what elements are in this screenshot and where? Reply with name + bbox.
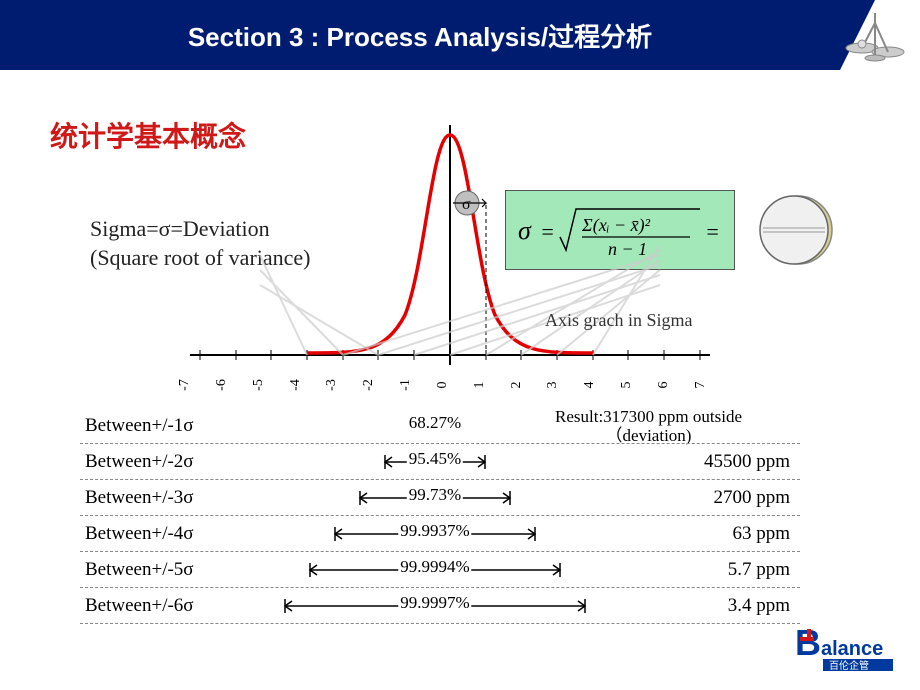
x-tick: 2 [509, 378, 539, 392]
sigma-row-pct: 99.73% [407, 485, 463, 505]
balance-logo: B alance 百伦企管 [795, 625, 905, 678]
sigma-row-label: Between+/-4σ [80, 523, 260, 545]
x-tick: 3 [545, 378, 575, 392]
axis-caption: Axis grach in Sigma [545, 310, 692, 331]
header-bar: Section 3 : Process Analysis/过程分析 [0, 0, 840, 70]
scales-icon [840, 8, 910, 68]
sigma-arrow-zone: 99.9937% [260, 524, 610, 544]
sigma-row-pct: 99.9994% [398, 557, 471, 577]
svg-text:alance: alance [821, 638, 883, 660]
sigma-row-label: Between+/-1σ [80, 415, 260, 437]
x-tick: 1 [472, 378, 502, 392]
header-title: Section 3 : Process Analysis/过程分析 [188, 17, 652, 54]
x-tick: 0 [435, 378, 465, 392]
sigma-row-label: Between+/-6σ [80, 595, 260, 617]
sigma-arrow-zone: 68.27% [260, 416, 610, 436]
sigma-row: Between+/-4σ 99.9937% 63 ppm [80, 516, 800, 552]
sigma-row-label: Between+/-5σ [80, 559, 260, 581]
x-tick: -4 [288, 378, 318, 392]
svg-text:百伦企管: 百伦企管 [829, 659, 869, 672]
sigma-arrow-zone: 95.45% [260, 452, 610, 472]
sigma-row-pct: 99.9997% [398, 593, 471, 613]
sigma-arrow-zone: 99.9994% [260, 560, 610, 580]
x-tick: -1 [398, 378, 428, 392]
sigma-row-pct: 68.27% [407, 413, 463, 433]
sigma-row-label: Between+/-2σ [80, 451, 260, 473]
sigma-arrow-zone: 99.73% [260, 488, 610, 508]
sigma-row: Between+/-2σ 95.45% 45500 ppm [80, 444, 800, 480]
sigma-row-label: Between+/-3σ [80, 487, 260, 509]
sigma-row: Between+/-6σ 99.9997% 3.4 ppm [80, 588, 800, 624]
x-tick: -2 [361, 378, 391, 392]
x-tick: 6 [656, 378, 686, 392]
normal-curve: σ [170, 105, 730, 395]
x-tick: 4 [582, 378, 612, 392]
x-tick-labels: -7 -6 -5 -4 -3 -2 -1 0 1 2 3 4 5 6 7 [185, 370, 715, 400]
sigma-row: Between+/-5σ 99.9994% 5.7 ppm [80, 552, 800, 588]
sigma-row-ppm: 3.4 ppm [610, 595, 800, 617]
x-tick: -3 [324, 378, 354, 392]
sigma-row-ppm: 5.7 ppm [610, 559, 800, 581]
x-tick: -7 [177, 378, 207, 392]
coin-icon [755, 190, 835, 275]
sigma-row: Between+/-3σ 99.73% 2700 ppm [80, 480, 800, 516]
sigma-table: Between+/-1σ 68.27% Between+/-2σ 95.45% 4550… [80, 408, 800, 624]
sigma-row-ppm: 2700 ppm [610, 487, 800, 509]
svg-text:σ: σ [462, 196, 471, 213]
x-tick: -6 [214, 378, 244, 392]
sigma-row-pct: 95.45% [407, 449, 463, 469]
x-tick: 7 [693, 378, 723, 392]
ray-lines [260, 245, 660, 355]
sigma-row-ppm: 63 ppm [610, 523, 800, 545]
sigma-arrow-zone: 99.9997% [260, 596, 610, 616]
sigma-row-pct: 99.9937% [398, 521, 471, 541]
sigma-row-ppm: 45500 ppm [610, 451, 800, 473]
sigma-row: Between+/-1σ 68.27% [80, 408, 800, 444]
x-tick: 5 [619, 378, 649, 392]
x-tick: -5 [251, 378, 281, 392]
